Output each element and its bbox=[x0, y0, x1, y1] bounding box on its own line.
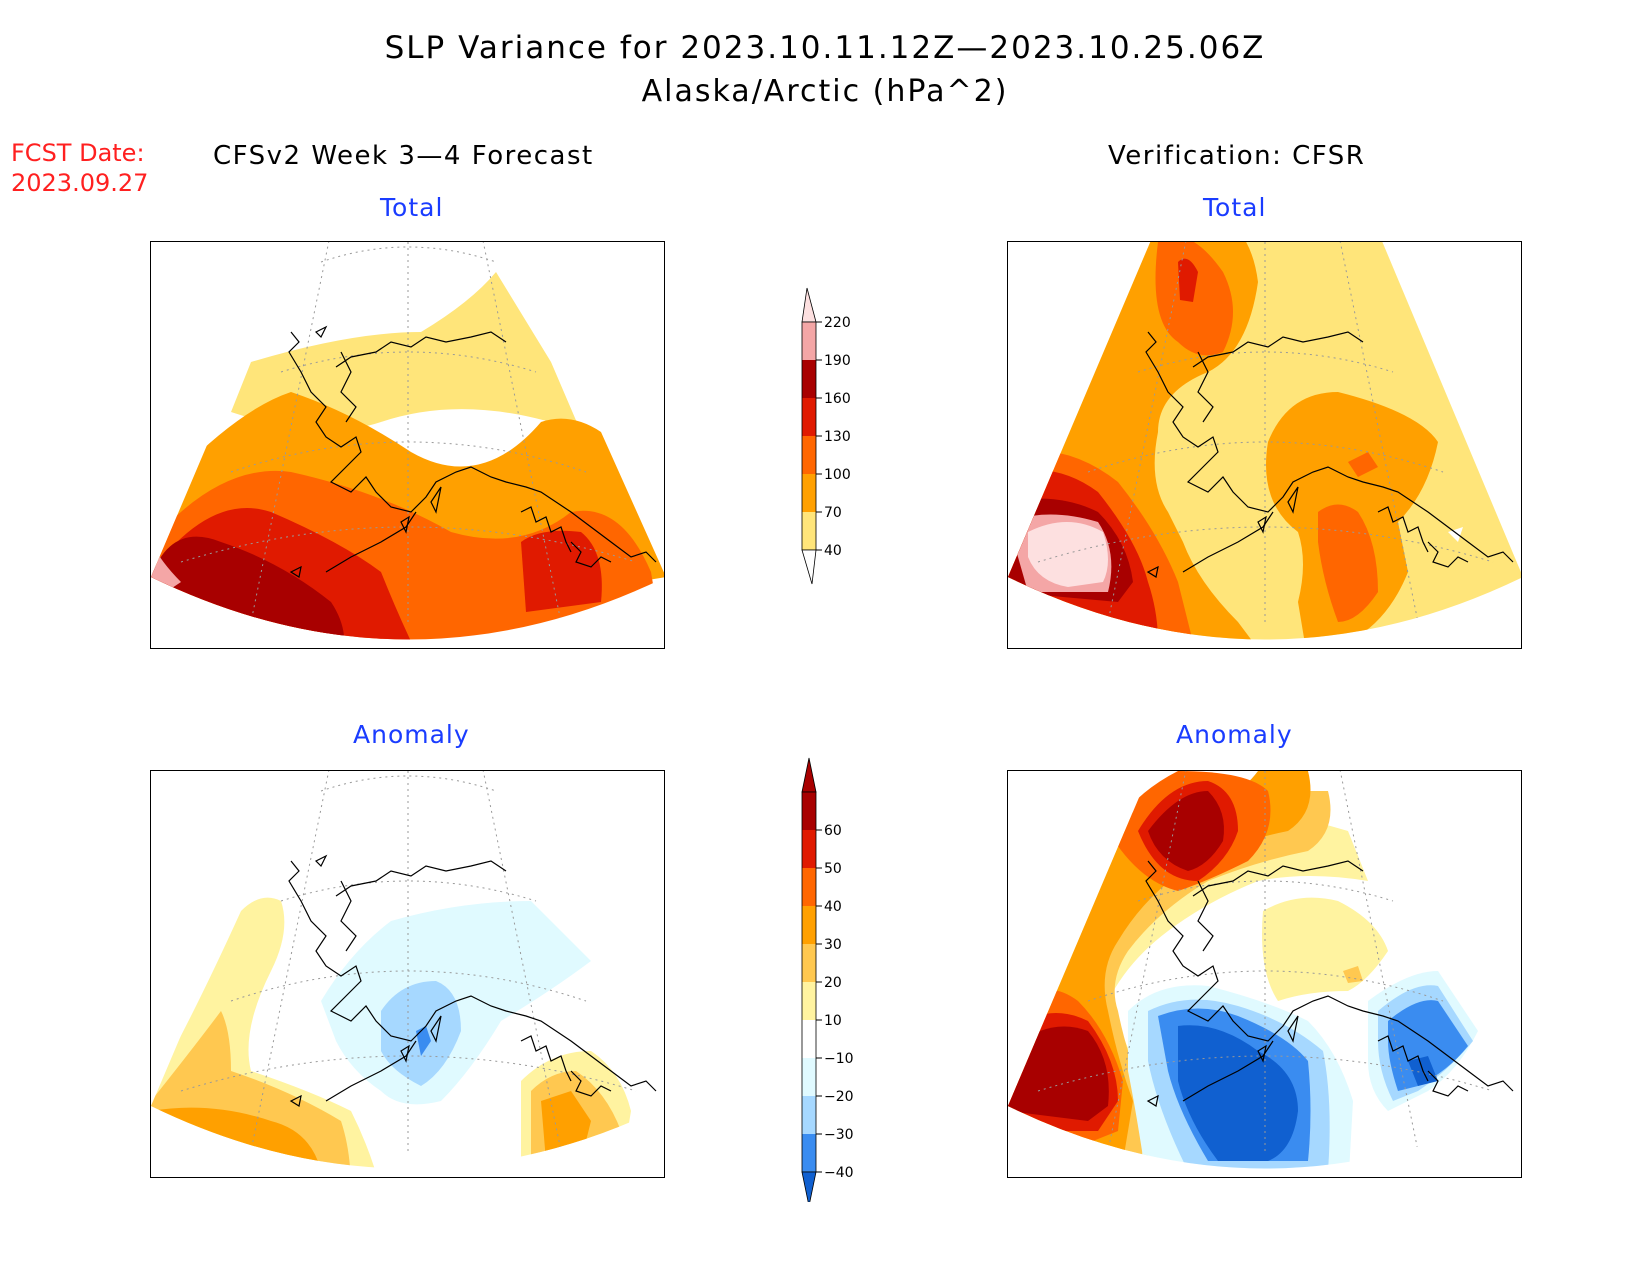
fcst-date-label: FCST Date: bbox=[11, 139, 145, 167]
verification-total-map bbox=[1007, 241, 1522, 649]
colorbar-tick-label: 40 bbox=[824, 543, 842, 559]
colorbar-segment bbox=[802, 398, 816, 436]
colorbar-tick-label: −40 bbox=[824, 1165, 854, 1181]
fcst-date-value: 2023.09.27 bbox=[11, 169, 149, 197]
colorbar-tick-label: −10 bbox=[824, 1051, 854, 1067]
anomaly-colorbar: 60 50 40 30 20 10 −10 −20 −30 −40 bbox=[790, 752, 860, 1207]
colorbar-segment bbox=[802, 792, 816, 830]
verification-anomaly-map bbox=[1007, 770, 1522, 1178]
chart-subtitle: Alaska/Arctic (hPa^2) bbox=[641, 74, 1009, 109]
colorbar-tick-label: 130 bbox=[824, 429, 851, 445]
verification-column-heading: Verification: CFSR bbox=[1108, 141, 1366, 171]
colorbar-tick-label: 20 bbox=[824, 975, 842, 991]
colorbar-segment bbox=[802, 512, 816, 550]
colorbar-segment bbox=[802, 1096, 816, 1134]
colorbar-segment bbox=[802, 322, 816, 360]
colorbar-segment bbox=[802, 906, 816, 944]
total-colorbar: 220 190 160 130 100 70 40 bbox=[790, 282, 860, 616]
colorbar-tick-label: −20 bbox=[824, 1089, 854, 1105]
colorbar-segment bbox=[802, 830, 816, 868]
colorbar-tick-label: 70 bbox=[824, 505, 842, 521]
verification-total-label: Total bbox=[1203, 193, 1267, 222]
colorbar-tick-label: 60 bbox=[824, 823, 842, 839]
colorbar-segment bbox=[802, 944, 816, 982]
colorbar-segment bbox=[802, 1058, 816, 1096]
chart-title: SLP Variance for 2023.10.11.12Z—2023.10.… bbox=[384, 30, 1266, 66]
colorbar-segment bbox=[802, 982, 816, 1020]
colorbar-segment bbox=[802, 436, 816, 474]
forecast-anomaly-map bbox=[150, 770, 665, 1178]
forecast-column-heading: CFSv2 Week 3—4 Forecast bbox=[213, 141, 594, 171]
colorbar-tick-label: 220 bbox=[824, 315, 851, 331]
colorbar-segment bbox=[802, 1020, 816, 1058]
verification-anomaly-label: Anomaly bbox=[1176, 720, 1293, 749]
colorbar-tick-label: 30 bbox=[824, 937, 842, 953]
colorbar-tick-label: 100 bbox=[824, 467, 851, 483]
colorbar-segment bbox=[802, 360, 816, 398]
forecast-total-map bbox=[150, 241, 665, 649]
colorbar-tick-label: 10 bbox=[824, 1013, 842, 1029]
colorbar-segment bbox=[802, 868, 816, 906]
forecast-total-label: Total bbox=[380, 193, 444, 222]
colorbar-tick-label: 160 bbox=[824, 391, 851, 407]
colorbar-tick-label: 40 bbox=[824, 899, 842, 915]
colorbar-tick-label: −30 bbox=[824, 1127, 854, 1143]
colorbar-segment bbox=[802, 474, 816, 512]
colorbar-tick-label: 190 bbox=[824, 353, 851, 369]
colorbar-segment bbox=[802, 1134, 816, 1172]
colorbar-tick-label: 50 bbox=[824, 861, 842, 877]
forecast-anomaly-label: Anomaly bbox=[353, 720, 470, 749]
